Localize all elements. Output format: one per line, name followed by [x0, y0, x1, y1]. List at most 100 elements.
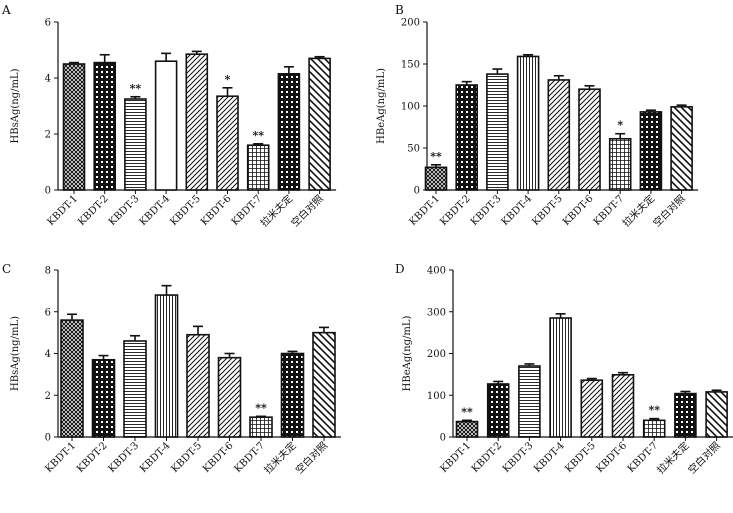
category-label: KBDT-6 — [201, 440, 236, 475]
y-axis-title: HBeAg(ng/mL) — [402, 316, 413, 392]
bar-8 — [674, 392, 697, 438]
y-tick-label: 0 — [414, 186, 420, 197]
bar-3 — [486, 73, 509, 191]
bar-7 — [642, 419, 666, 438]
y-tick-label: 2 — [45, 130, 51, 141]
bar-5 — [580, 379, 604, 438]
bar-1 — [455, 420, 479, 438]
y-tick-label: 100 — [427, 391, 446, 402]
category-label: 空白对照 — [650, 192, 687, 229]
y-axis-title: HBeAg(ng/mL) — [376, 68, 387, 144]
bar-2 — [93, 61, 116, 191]
bar-8 — [639, 111, 663, 191]
bar-8 — [280, 352, 305, 438]
panel-letter: C — [2, 262, 11, 276]
y-tick-label: 6 — [45, 18, 51, 29]
y-tick-label: 6 — [45, 307, 51, 318]
y-tick-label: 400 — [427, 266, 446, 277]
y-tick-label: 300 — [427, 307, 446, 318]
y-tick-label: 200 — [427, 349, 446, 360]
category-label: 空白对照 — [288, 192, 325, 229]
y-tick-label: 0 — [45, 186, 51, 197]
bar-1 — [62, 63, 86, 191]
category-label: KBDT-3 — [106, 440, 141, 475]
category-label: KBDT-1 — [407, 193, 442, 228]
category-label: KBDT-2 — [470, 440, 505, 475]
bar-3 — [124, 98, 147, 191]
significance-mark: ** — [461, 405, 473, 418]
category-label: 空白对照 — [293, 439, 330, 476]
chart-panel-a: A0246HBsAg(ng/mL)KBDT-1KBDT-2**KBDT-3KBD… — [1, 3, 337, 229]
category-label: 空白对照 — [685, 439, 722, 476]
category-label: KBDT-6 — [561, 193, 596, 228]
category-label: KBDT-4 — [138, 440, 173, 475]
bar-6 — [216, 95, 239, 191]
y-tick-label: 100 — [401, 102, 420, 113]
category-label: 拉米夫定 — [654, 439, 691, 476]
y-tick-label: 200 — [401, 18, 420, 29]
y-tick-label: 2 — [45, 391, 51, 402]
category-label: KBDT-2 — [76, 193, 111, 228]
bar-4 — [549, 317, 572, 438]
y-axis-title: HBsAg(ng/mL) — [10, 68, 21, 143]
bar-4 — [154, 294, 179, 438]
category-label: KBDT-1 — [438, 440, 473, 475]
y-tick-label: 8 — [45, 266, 51, 277]
category-label: 拉米夫定 — [261, 439, 298, 476]
bar-3 — [518, 365, 541, 438]
category-label: KBDT-3 — [501, 440, 536, 475]
bar-7 — [246, 144, 270, 191]
significance-mark: ** — [252, 129, 264, 142]
y-tick-label: 150 — [401, 60, 420, 71]
panel-letter: A — [1, 3, 11, 17]
category-label: 拉米夫定 — [620, 192, 657, 229]
y-axis-title: HBsAg(ng/mL) — [10, 316, 21, 391]
chart-panel-d: D 0 100 200 300 400 HBeAg(ng/mL) ** KBDT-1KBDT-2… — [395, 262, 733, 476]
category-label: KBDT-1 — [43, 440, 78, 475]
category-label: KBDT-4 — [138, 193, 173, 228]
bar-4 — [516, 55, 540, 191]
category-label: KBDT-1 — [45, 193, 80, 228]
category-label: KBDT-5 — [530, 193, 565, 228]
category-label: KBDT-4 — [500, 193, 535, 228]
bar-2 — [455, 84, 479, 191]
panel-letter: D — [395, 262, 405, 276]
category-label: KBDT-6 — [199, 193, 234, 228]
bar-5 — [186, 333, 210, 438]
bar-7 — [249, 416, 273, 438]
bar-9 — [670, 106, 693, 191]
bar-3 — [123, 340, 147, 438]
bar-6 — [611, 373, 635, 438]
significance-mark: * — [617, 119, 623, 132]
category-label: 拉米夫定 — [258, 192, 295, 229]
category-label: KBDT-4 — [532, 440, 567, 475]
category-label: KBDT-5 — [169, 440, 204, 475]
category-label: KBDT-6 — [594, 440, 629, 475]
chart-panel-b: B050100150200HBeAg(ng/mL)**KBDT-1KBDT-2K… — [376, 3, 699, 229]
category-label: KBDT-2 — [75, 440, 110, 475]
category-label: KBDT-7 — [626, 440, 661, 475]
bar-8 — [277, 73, 301, 191]
bar-1 — [424, 166, 448, 191]
bar-5 — [185, 53, 209, 191]
bar-1 — [60, 319, 84, 438]
y-tick-label: 4 — [45, 349, 51, 360]
bar-5 — [547, 79, 571, 191]
bar-4 — [154, 60, 178, 191]
y-tick-label: 0 — [45, 433, 51, 444]
bar-2 — [91, 358, 116, 438]
panel-letter: B — [395, 3, 404, 17]
bar-9 — [308, 57, 331, 191]
significance-mark: ** — [430, 150, 442, 163]
category-label: KBDT-5 — [563, 440, 598, 475]
significance-mark: ** — [648, 404, 660, 417]
significance-mark: ** — [255, 401, 267, 414]
bar-9 — [312, 331, 336, 438]
category-label: KBDT-3 — [107, 193, 142, 228]
category-label: KBDT-3 — [469, 193, 504, 228]
bar-6 — [217, 356, 242, 438]
significance-mark: * — [225, 73, 231, 86]
category-label: KBDT-5 — [168, 193, 203, 228]
bar-6 — [578, 88, 601, 191]
